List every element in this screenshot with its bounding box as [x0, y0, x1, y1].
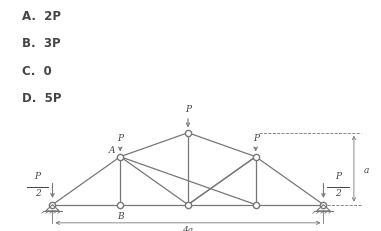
- Text: P: P: [35, 172, 41, 181]
- Text: a: a: [364, 166, 370, 175]
- Text: D.  5P: D. 5P: [22, 92, 61, 106]
- Text: B.  3P: B. 3P: [22, 37, 61, 50]
- Text: A.  2P: A. 2P: [22, 10, 61, 23]
- Text: P: P: [335, 172, 341, 181]
- Text: B: B: [117, 212, 123, 221]
- Text: C.  0: C. 0: [22, 65, 52, 78]
- Text: P: P: [185, 105, 191, 114]
- Text: 2: 2: [335, 189, 341, 198]
- Text: P: P: [253, 134, 259, 143]
- Text: A: A: [108, 146, 115, 155]
- Text: P: P: [117, 134, 123, 143]
- Text: 4a: 4a: [182, 226, 194, 231]
- Text: 2: 2: [35, 189, 40, 198]
